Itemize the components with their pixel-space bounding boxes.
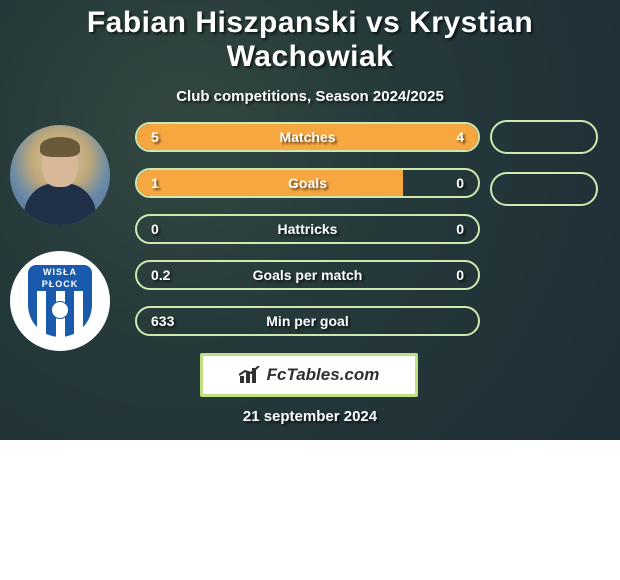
vs-text: vs (366, 6, 400, 39)
brand-text: FcTables.com (267, 365, 380, 385)
empty-bubble (490, 120, 598, 154)
stat-label: Goals per match (137, 267, 478, 283)
crest-text: WISŁA PŁOCK (28, 265, 92, 291)
date-text: 21 september 2024 (0, 408, 620, 425)
crest-icon: WISŁA PŁOCK (28, 265, 92, 337)
right-bubbles (490, 120, 598, 224)
crest-line1: WISŁA (43, 267, 77, 277)
crest-line2: PŁOCK (42, 279, 79, 289)
player2-club-crest: WISŁA PŁOCK (10, 251, 110, 351)
stat-label: Hattricks (137, 221, 478, 237)
avatars-column: WISŁA PŁOCK (10, 125, 110, 377)
empty-bubble (490, 172, 598, 206)
player1-name: Fabian Hiszpanski (87, 6, 357, 39)
stat-row: 0 Hattricks 0 (135, 214, 480, 244)
player1-avatar (10, 125, 110, 225)
stat-label: Matches (137, 129, 478, 145)
stat-label: Goals (137, 175, 478, 191)
brand-box[interactable]: FcTables.com (200, 353, 418, 397)
comparison-card: Fabian Hiszpanski vs Krystian Wachowiak … (0, 0, 620, 440)
chart-icon (239, 366, 261, 384)
stats-table: 5 Matches 4 1 Goals 0 0 Hattricks 0 0.2 … (135, 122, 480, 352)
avatar-hair-shape (40, 137, 80, 157)
stat-row: 5 Matches 4 (135, 122, 480, 152)
ball-icon (51, 301, 69, 319)
stat-label: Min per goal (137, 313, 478, 329)
stat-row: 0.2 Goals per match 0 (135, 260, 480, 290)
avatar-body-shape (24, 183, 96, 225)
subtitle: Club competitions, Season 2024/2025 (0, 88, 620, 105)
stat-row: 1 Goals 0 (135, 168, 480, 198)
page-title: Fabian Hiszpanski vs Krystian Wachowiak (0, 0, 620, 74)
stat-row: 633 Min per goal (135, 306, 480, 336)
